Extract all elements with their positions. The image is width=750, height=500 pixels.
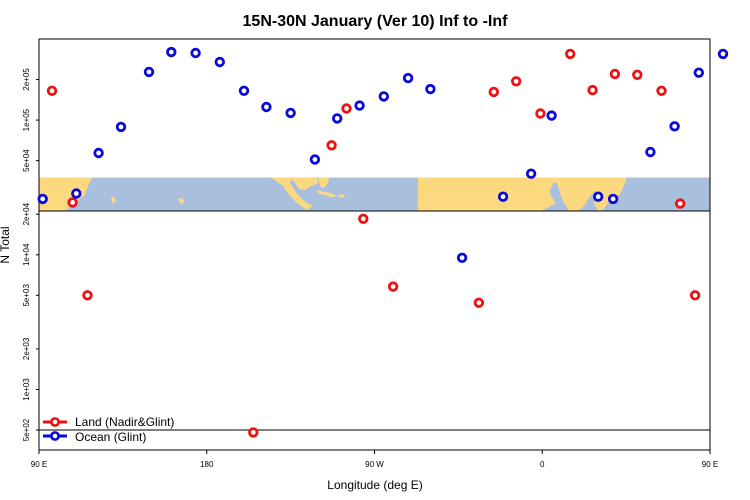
ocean-point [261,101,272,113]
ocean-point [456,252,468,263]
ocean-point [593,191,604,202]
map-land-florida [318,177,330,189]
ocean-point [425,83,436,95]
x-axis-label: Longitude (deg E) [327,478,422,492]
land-point [675,198,686,209]
ocean-point [669,121,680,132]
y-axis-label: N Total [0,226,12,263]
ocean-point [285,107,296,119]
land-point [565,48,576,60]
land-point [632,69,643,80]
ocean-point [546,110,557,121]
legend-ocean-marker [50,431,60,441]
land-point [689,290,701,301]
x-tick-label: 0 [540,460,545,469]
ocean-point [238,85,250,96]
y-tick-label: 5e+02 [22,418,31,441]
ocean-point [607,193,619,205]
land-point [46,85,58,96]
ocean-point [354,100,365,111]
ocean-point [717,48,729,60]
y-tick-label: 1e+04 [22,243,31,266]
y-axis-ticks: 5e+02 1e+03 2e+03 5e+03 1e+04 2e+04 5e+04 1e+05… [22,68,39,441]
land-point [341,103,352,114]
ocean-point [309,154,321,165]
land-point [67,197,78,208]
chart-title: 15N-30N January (Ver 10) Inf to -Inf [243,13,509,30]
map-land-africa-asia [418,177,556,211]
ocean-point [332,113,343,124]
ocean-point [115,121,127,133]
land-point [326,140,337,151]
ocean-point [645,146,656,158]
x-tick-label: 90 W [365,460,384,469]
ocean-point [71,188,82,199]
land-point [473,297,485,308]
ocean-point [402,72,414,84]
ocean-point [93,147,104,159]
map-land-north-america [270,177,319,210]
plot-frame [39,39,710,430]
ocean-point [143,66,155,78]
land-point [248,427,259,438]
land-point [488,86,499,98]
land-point [609,68,621,80]
ocean-point [214,56,225,68]
legend-land-label: Land (Nadir&Glint) [75,415,174,429]
map-land-india [556,177,606,211]
data-points [37,46,729,438]
land-point [358,213,369,224]
map-land [39,177,627,211]
y-tick-label: 1e+05 [22,108,31,131]
world-map-band [39,177,710,211]
y-tick-label: 2e+04 [22,202,31,225]
map-land-southeast-asia [592,177,627,211]
legend: Land (Nadir&Glint) Ocean (Glint) [43,415,174,444]
map-land-asia [39,177,92,211]
land-point [535,108,546,119]
y-tick-label: 2e+03 [22,337,31,360]
y-tick-label: 2e+05 [22,68,31,91]
map-land-taiwan [111,196,116,204]
y-tick-label: 1e+03 [22,378,31,401]
y-tick-label: 5e+04 [22,149,31,172]
map-land-cuba [316,190,338,197]
land-point [656,85,667,96]
x-tick-label: 90 E [702,460,718,469]
land-point [511,76,522,87]
map-land-hawaii [178,198,185,204]
y-tick-label: 5e+03 [22,284,31,307]
x-tick-label: 180 [200,460,214,469]
land-point [82,290,93,301]
ocean-point [378,91,389,102]
land-point [587,84,598,96]
land-point [387,281,399,292]
ocean-point [693,67,704,78]
ocean-point [525,168,537,179]
x-tick-label: 90 E [31,460,47,469]
ocean-point [190,47,201,59]
legend-ocean-label: Ocean (Glint) [75,430,146,444]
ocean-point [497,191,509,202]
map-land-hispaniola [339,194,345,198]
legend-land-marker [50,417,60,427]
ocean-point [37,193,48,205]
ocean-point [166,46,177,58]
